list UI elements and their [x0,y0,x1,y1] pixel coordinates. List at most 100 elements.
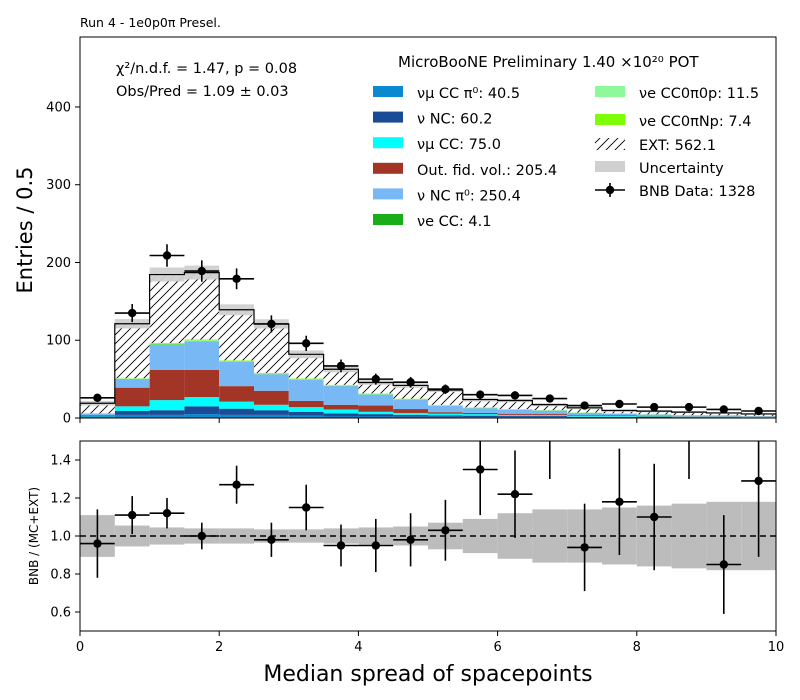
bar-ext-10 [428,390,463,405]
bar-ext-11 [462,399,498,408]
data-point-10 [428,384,463,394]
bar-ext-9 [393,385,428,399]
data-point-19 [741,406,776,416]
ratio-point-8 [358,518,394,573]
bar-nu_nc_pi0-9 [393,399,428,410]
ratio-panel: 0.6 0.8 1.0 1.2 1.4 0 2 4 6 8 10 BNB / (MC+EXT) M… [27,440,784,687]
data-point-6 [288,335,324,351]
bar-nue_cc0p-8 [358,393,394,395]
ytick-label-0: 0 [63,412,71,427]
bar-nu_nc_pi0-14 [567,412,602,416]
bar-nu_nc-13 [532,416,568,418]
bar-nue_cc0p-10 [428,405,463,406]
ratio-point-14 [567,503,602,592]
total-outline [79,271,777,418]
ratio-x-ticks: 0 2 4 6 8 10 [76,631,784,655]
stacked-bars [80,265,776,418]
y-axis-label: Entries / 0.5 [13,167,37,294]
xtick-label-0: 0 [76,640,84,655]
svg-text:νμ CC: 75.0: νμ CC: 75.0 [417,137,501,153]
xtick-label-4: 8 [633,640,641,655]
data-point-7 [323,359,359,373]
bar-nu_nc_pi0-11 [462,408,498,413]
y-ticks: 0 100 200 300 400 [46,100,80,427]
bar-nu_nc_pi0-15 [602,413,637,416]
bar-nu_nc-12 [497,416,533,418]
bar-nu_nc-2 [149,410,185,415]
ratio-point-2 [149,498,185,529]
bar-out_fid-14 [567,415,602,417]
bar-numu_cc_pi0-10 [428,416,463,418]
bar-numu_cc_pi0-2 [149,414,185,418]
bar-numu_cc-15 [602,416,637,417]
bar-out_fid-6 [288,400,324,408]
xtick-label-1: 2 [215,640,223,655]
obs-pred-text: Obs/Pred = 1.09 ± 0.03 [116,84,289,100]
bar-numu_cc-1 [114,406,150,412]
svg-text:BNB Data: 1328: BNB Data: 1328 [639,184,755,200]
bar-numu_cc-0 [80,415,115,417]
bar-nue_cc0p-2 [149,343,185,345]
bar-numu_cc-14 [567,416,602,417]
ratio-point-18 [706,515,742,614]
bar-out_fid-15 [602,415,637,417]
top-axes-frame [79,36,777,419]
ratio-point-1 [114,496,150,535]
bar-ext-15 [602,410,637,414]
ratio-y-axis-label: BNB / (MC+EXT) [27,487,41,585]
ratio-point-17 [688,441,690,479]
chi2-text: χ²/n.d.f. = 1.47, p = 0.08 [116,61,297,77]
bar-numu_cc-7 [323,409,359,414]
data-point-17 [671,402,707,412]
bar-numu_cc-3 [184,397,220,407]
bar-numu_cc-13 [532,414,568,417]
data-point-15 [602,399,637,409]
legend: νμ CC π⁰: 40.5 ν NC: 60.2 νμ CC: 75.0 Out. … [373,86,759,230]
legend-entry-nue_ccnp: νe CC0πNp: 7.4 [595,114,751,130]
bar-numu_cc_pi0-1 [114,414,150,418]
total-step-outline [79,271,777,418]
data-point-13 [532,394,568,403]
bar-nu_nc-16 [636,416,672,418]
data-point-1 [114,303,150,323]
bar-numu_cc_pi0-4 [219,414,254,418]
bar-out_fid-5 [254,390,289,405]
ytick-label-1: 100 [46,334,71,349]
bar-nue_cc0p-4 [219,360,254,362]
bar-nu_nc-1 [114,411,150,415]
ratio-point-19 [741,441,776,557]
bar-out_fid-12 [497,413,533,415]
bar-numu_cc-12 [497,414,533,417]
bar-nu_nc-15 [602,416,637,418]
legend-entry-bnb-data: BNB Data: 1328 [595,183,755,200]
run-label: Run 4 - 1e0p0π Presel. [80,15,221,30]
bar-ext-4 [219,309,254,361]
bar-nue_cc0p-11 [462,407,498,409]
main-histogram-panel: 0 100 200 300 400 Entries / 0.5 χ²/n.d.f. = … [13,36,777,427]
bar-numu_cc-11 [462,414,498,416]
ratio-point-11 [462,441,498,516]
ratio-y-ticks: 0.6 0.8 1.0 1.2 1.4 [50,454,80,621]
bar-numu_cc-2 [149,400,185,411]
ytick-label-3: 300 [46,178,71,193]
data-point-16 [636,402,672,412]
bar-numu_cc_pi0-3 [184,414,220,418]
bar-out_fid-13 [532,413,568,415]
bar-numu_cc_pi0-7 [323,416,359,418]
bar-ext-6 [288,354,324,379]
bar-numu_cc-4 [219,401,254,409]
ratio-point-9 [393,513,428,567]
ratio-ytick-label-0: 0.6 [50,606,71,621]
bar-numu_cc_pi0-5 [254,414,289,418]
bar-numu_cc-10 [428,413,463,416]
bar-nu_nc-5 [254,410,289,415]
legend-entry-numu_cc_pi0: νμ CC π⁰: 40.5 [373,86,520,102]
legend-entry-nu_nc_pi0: ν NC π⁰: 250.4 [373,188,521,204]
bar-nu_nc_pi0-18 [706,415,742,417]
ytick-label-4: 400 [46,100,71,115]
bar-ext-17 [671,412,707,416]
bar-ext-18 [706,412,742,416]
bar-nu_nc-11 [462,415,498,418]
bar-nue_ccnp-3 [184,339,220,341]
bar-numu_cc_pi0-6 [288,415,324,418]
